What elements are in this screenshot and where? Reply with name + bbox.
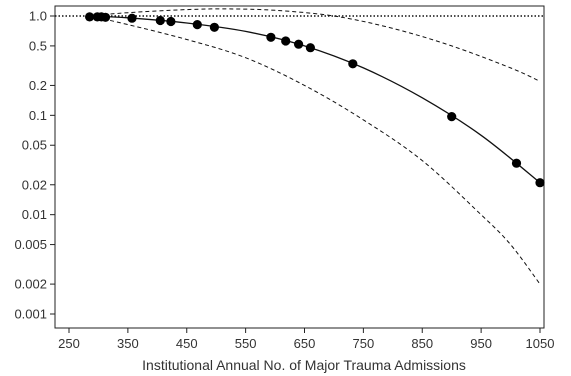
data-point [281,36,291,46]
y-tick-label: 0.5 [29,38,47,53]
y-tick-label: 0.001 [14,307,47,322]
data-point [266,32,276,42]
data-point [166,16,176,27]
y-tick-label: 0.02 [22,177,47,192]
data-point [348,59,358,69]
y-axis: 1.0 0.5 0.2 0.1 0.05 0.02 0.01 0.005 0.002 0.001 [14,9,55,322]
x-tick-label: 350 [117,336,139,351]
x-axis: 250 350 450 550 650 750 850 950 1050 [58,328,554,351]
x-tick-label: 950 [470,336,492,351]
data-point [100,12,111,22]
y-tick-label: 0.1 [29,108,47,123]
x-tick-label: 850 [411,336,433,351]
data-point [447,112,457,122]
data-point [305,43,315,53]
y-tick-label: 0.002 [14,277,47,292]
y-tick-label: 1.0 [29,9,47,24]
x-tick-label: 450 [176,336,198,351]
y-tick-label: 0.005 [14,237,47,252]
upper-bound-curve [89,8,541,82]
x-tick-label: 250 [58,336,80,351]
data-point [294,39,304,49]
data-points [85,12,545,188]
y-tick-label: 0.01 [22,207,47,222]
x-tick-label: 750 [353,336,375,351]
data-point [85,12,95,22]
data-point [209,22,219,32]
data-point [192,20,202,30]
x-tick-label: 650 [294,336,316,351]
data-point [127,13,137,23]
y-tick-label: 0.2 [29,78,47,93]
data-point [511,158,522,168]
lower-bound-curve [89,15,541,285]
data-point [155,15,165,26]
fit-curve [89,15,541,184]
y-tick-label: 0.05 [22,138,47,153]
x-tick-label: 550 [235,336,257,351]
x-tick-label: 1050 [526,336,555,351]
data-point [535,178,545,188]
x-axis-title: Institutional Annual No. of Major Trauma… [142,357,466,373]
curves [55,8,544,285]
plot-frame [54,5,545,329]
